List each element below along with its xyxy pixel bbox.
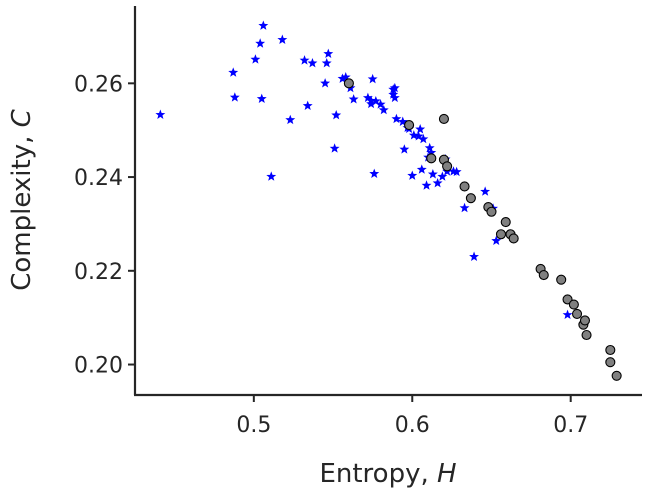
plot-marks [155,20,622,381]
star-point [432,177,443,188]
star-point [407,170,418,180]
star-point [321,57,332,68]
circle-point [581,329,592,341]
star-point [562,309,573,320]
circle-point [579,315,591,326]
circle-point [508,233,519,244]
y-tick-label: 0.24 [74,166,123,191]
star-point [459,202,470,213]
x-tick-label: 0.7 [553,413,588,438]
star-point [421,180,432,190]
circle-point [605,357,616,368]
star-point [299,55,310,65]
star-point [255,38,266,48]
star-point [426,147,437,157]
x-tick-label: 0.5 [236,413,271,438]
series-star-points [155,20,573,320]
y-tick-label: 0.20 [74,354,123,379]
star-point [416,164,427,174]
star-point [155,109,166,119]
star-point [366,95,377,105]
circle-point [571,308,583,319]
star-point [331,110,342,120]
star-point [427,169,438,179]
star-point [388,89,399,99]
star-point [256,93,267,103]
star-point [366,98,377,109]
star-point [370,95,381,106]
star-point [451,166,462,177]
star-point [320,78,331,88]
circle-point [438,113,450,125]
star-point [307,57,318,68]
star-point [369,168,380,178]
circle-point [556,274,567,285]
star-point [469,251,479,261]
circle-point [404,119,415,131]
star-point [337,73,348,83]
y-ticks: 0.20 0.22 0.24 0.26 [74,72,135,379]
star-point [329,143,340,153]
circle-point [538,269,549,281]
axes: 0.5 0.6 0.7 0.20 0.22 0.24 0.26 [74,6,642,438]
circle-point [611,370,622,381]
star-point [375,99,386,109]
star-point [258,20,269,30]
star-point [491,235,502,246]
circle-point [343,78,354,89]
star-point [413,131,424,141]
y-axis-label: Complexity, C [7,108,37,290]
star-point [362,92,373,103]
star-point [367,73,378,84]
star-point [389,92,400,103]
circle-point [486,206,497,217]
star-point [277,34,288,44]
circle-point [442,161,453,172]
star-point [302,100,313,111]
x-ticks: 0.5 0.6 0.7 [236,395,588,438]
star-point [285,114,296,125]
y-tick-label: 0.22 [74,260,123,285]
star-point [229,92,240,102]
star-point [418,133,429,144]
star-point [348,94,359,104]
circle-point [465,193,476,204]
star-point [250,54,261,64]
star-point [378,104,389,115]
star-point [228,67,239,77]
circle-point [500,217,511,228]
series-circle-points [343,78,622,381]
star-point [399,144,410,154]
circle-point [495,229,507,240]
star-point [397,116,408,126]
star-point [424,142,435,153]
star-point [391,113,402,124]
circle-point [568,299,579,310]
x-axis-label: Entropy, H [319,459,456,489]
circle-point [426,153,437,164]
star-point [415,124,426,134]
star-point [437,171,448,181]
star-point [389,82,400,93]
star-point [408,130,419,140]
y-tick-label: 0.26 [74,72,123,97]
star-point [480,186,491,196]
circle-point [605,344,616,356]
star-point [323,48,334,59]
star-point [266,171,277,181]
star-point [340,72,351,82]
circle-point [459,181,470,192]
x-tick-label: 0.6 [395,413,430,438]
